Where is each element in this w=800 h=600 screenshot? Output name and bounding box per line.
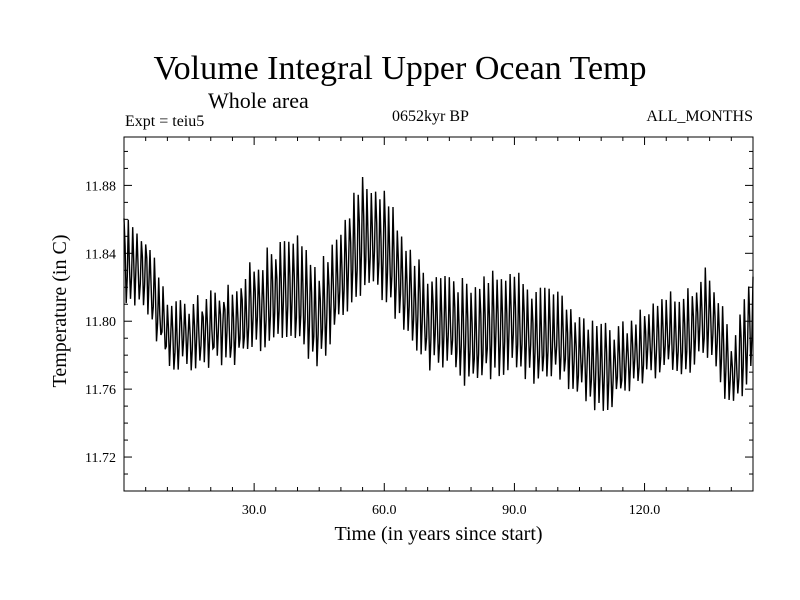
series-line [123, 176, 754, 411]
x-tick-label: 30.0 [242, 503, 267, 518]
chart-subtitle: Whole area [208, 88, 309, 113]
x-tick-label: 60.0 [372, 503, 397, 518]
x-tick-label: 120.0 [629, 503, 661, 518]
period-label: 0652kyr BP [392, 108, 469, 125]
x-axis-label: Time (in years since start) [334, 523, 543, 545]
y-tick-label: 11.84 [85, 247, 116, 262]
experiment-label: Expt = teiu5 [125, 113, 205, 130]
y-tick-label: 11.80 [85, 315, 116, 330]
x-tick-label: 90.0 [502, 503, 527, 518]
chart-title: Volume Integral Upper Ocean Temp [153, 50, 647, 87]
x-axis-ticks: 30.0 60.0 90.0 120.0 [145, 137, 732, 518]
y-tick-label: 11.72 [85, 451, 116, 466]
y-tick-label: 11.76 [85, 383, 116, 398]
months-label: ALL_MONTHS [646, 108, 753, 125]
y-tick-label: 11.88 [85, 179, 116, 194]
y-axis-ticks: 11.72 11.76 11.80 11.84 11.88 [85, 150, 753, 475]
